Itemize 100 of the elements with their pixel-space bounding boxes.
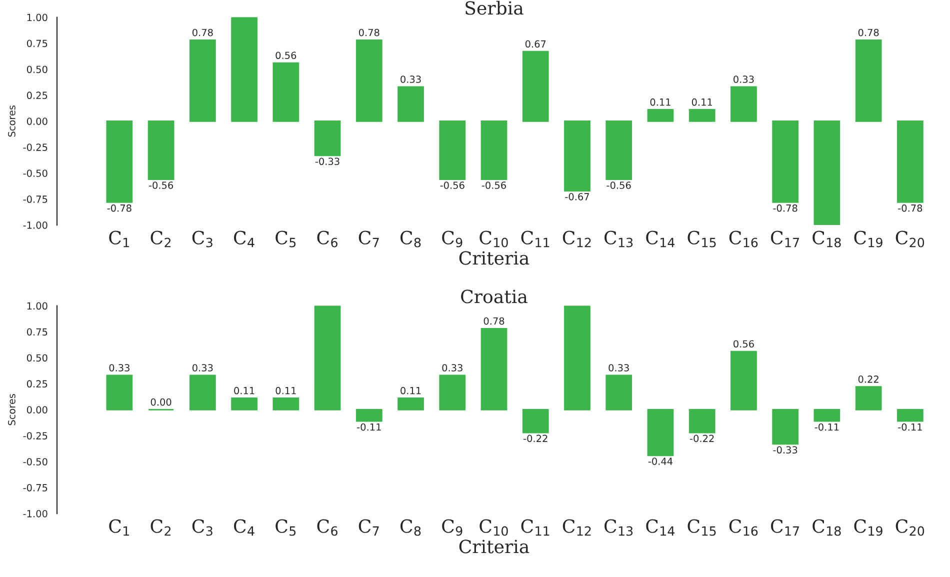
y-axis-title: Scores — [8, 106, 16, 137]
y-tick-label: 0.25 — [26, 92, 48, 100]
bar — [606, 120, 632, 180]
x-tick-label: C$_{19}$ — [854, 230, 882, 248]
x-tick-label: C$_{17}$ — [771, 230, 799, 248]
x-tick-label: C$_{18}$ — [812, 230, 841, 248]
bar — [231, 17, 258, 122]
data-label: -0.78 — [107, 204, 132, 212]
bar — [356, 39, 382, 122]
x-tick-label: C$_{20}$ — [896, 519, 924, 536]
data-label: 0.33 — [109, 364, 130, 372]
x-tick-label: C$_{17}$ — [771, 519, 799, 536]
data-label: -0.11 — [814, 423, 839, 431]
x-tick-label: C$_{18}$ — [812, 519, 841, 536]
x-tick-label: C$_{19}$ — [854, 519, 882, 536]
x-tick-label: C$_{12}$ — [562, 230, 591, 248]
x-tick-label: C$_{9}$ — [442, 230, 462, 248]
x-tick-label: C$_{11}$ — [521, 230, 550, 248]
x-tick-label: C$_{4}$ — [234, 519, 254, 536]
bar — [897, 408, 924, 422]
data-label: 0.11 — [650, 98, 670, 106]
data-label: -0.22 — [524, 434, 548, 442]
bar — [897, 120, 924, 203]
bar — [730, 86, 757, 122]
y-tick-label: -0.50 — [23, 458, 48, 466]
chart-title: Croatia — [461, 290, 528, 304]
bar — [855, 386, 882, 410]
x-tick-label: C$_{8}$ — [400, 230, 421, 248]
x-tick-label: C$_{4}$ — [234, 230, 254, 248]
bar — [439, 374, 466, 410]
x-tick-label: C$_{16}$ — [729, 230, 758, 248]
bar — [688, 109, 716, 122]
bar — [480, 120, 508, 180]
data-label: -0.56 — [606, 182, 631, 189]
y-tick-label: -0.25 — [23, 432, 48, 440]
bar — [814, 120, 840, 226]
y-tick-label: 0.50 — [26, 354, 48, 362]
data-label: -0.56 — [440, 182, 464, 189]
data-label: -0.56 — [482, 182, 506, 189]
x-tick-label: C$_{20}$ — [896, 230, 924, 248]
bar — [522, 408, 549, 434]
bar — [106, 374, 133, 410]
y-tick-label: 0.50 — [26, 66, 48, 74]
x-tick-label: C$_{7}$ — [358, 519, 379, 536]
y-tick-label: 0.75 — [26, 40, 48, 48]
y-axis-title: Scores — [8, 394, 16, 426]
bar — [564, 306, 590, 410]
bar — [772, 408, 799, 445]
data-label: 0.78 — [484, 317, 504, 325]
data-label: 0.67 — [525, 40, 546, 48]
data-label: -0.22 — [690, 434, 714, 442]
data-label: -0.78 — [898, 204, 922, 212]
bar — [647, 109, 674, 122]
bar — [314, 306, 341, 410]
x-tick-label: C$_{12}$ — [562, 519, 591, 536]
bar — [189, 39, 216, 122]
data-label: 0.22 — [858, 376, 878, 383]
x-tick-label: C$_{15}$ — [688, 230, 716, 248]
data-label: 0.78 — [858, 28, 879, 36]
bar — [356, 408, 382, 422]
data-label: 0.33 — [734, 76, 754, 83]
x-tick-label: C$_{2}$ — [150, 519, 171, 536]
data-label: -0.67 — [565, 193, 589, 200]
x-tick-label: C$_{1}$ — [109, 519, 130, 536]
y-tick-label: -0.50 — [23, 170, 48, 177]
bar — [148, 120, 174, 180]
x-tick-label: C$_{3}$ — [192, 519, 212, 536]
data-label: 0.11 — [692, 98, 712, 106]
data-label: 0.33 — [400, 76, 421, 83]
x-tick-label: C$_{2}$ — [150, 230, 171, 248]
chart-title: Serbia — [466, 0, 524, 15]
y-tick-label: 1.00 — [27, 302, 48, 310]
data-label: 0.78 — [358, 28, 380, 36]
data-label: 0.56 — [276, 52, 296, 60]
data-label: -0.56 — [148, 182, 174, 189]
bar — [814, 408, 840, 422]
x-tick-label: C$_{9}$ — [442, 519, 462, 536]
data-label: -0.11 — [357, 423, 381, 431]
y-tick-label: -0.75 — [23, 196, 48, 203]
y-tick-label: 0.00 — [26, 406, 48, 414]
bar — [730, 350, 757, 410]
x-axis-title: Criteria — [459, 251, 530, 265]
bar — [606, 374, 632, 410]
bar — [772, 120, 799, 203]
bar — [480, 328, 508, 410]
bar — [522, 50, 549, 122]
data-label: -0.11 — [898, 423, 922, 431]
data-label: -0.78 — [773, 204, 798, 212]
y-tick-label: -1.00 — [23, 510, 48, 518]
data-label: 0.33 — [192, 364, 213, 372]
y-tick-label: -0.75 — [23, 484, 48, 492]
data-label: 0.33 — [442, 364, 462, 372]
x-tick-label: C$_{15}$ — [688, 519, 716, 536]
x-tick-label: C$_{1}$ — [109, 230, 130, 248]
x-tick-label: C$_{10}$ — [480, 519, 508, 536]
bar — [398, 86, 424, 122]
data-label: -0.33 — [773, 446, 798, 454]
data-label: 0.00 — [150, 398, 172, 406]
x-tick-label: C$_{3}$ — [192, 230, 212, 248]
data-label: -0.33 — [315, 158, 340, 166]
